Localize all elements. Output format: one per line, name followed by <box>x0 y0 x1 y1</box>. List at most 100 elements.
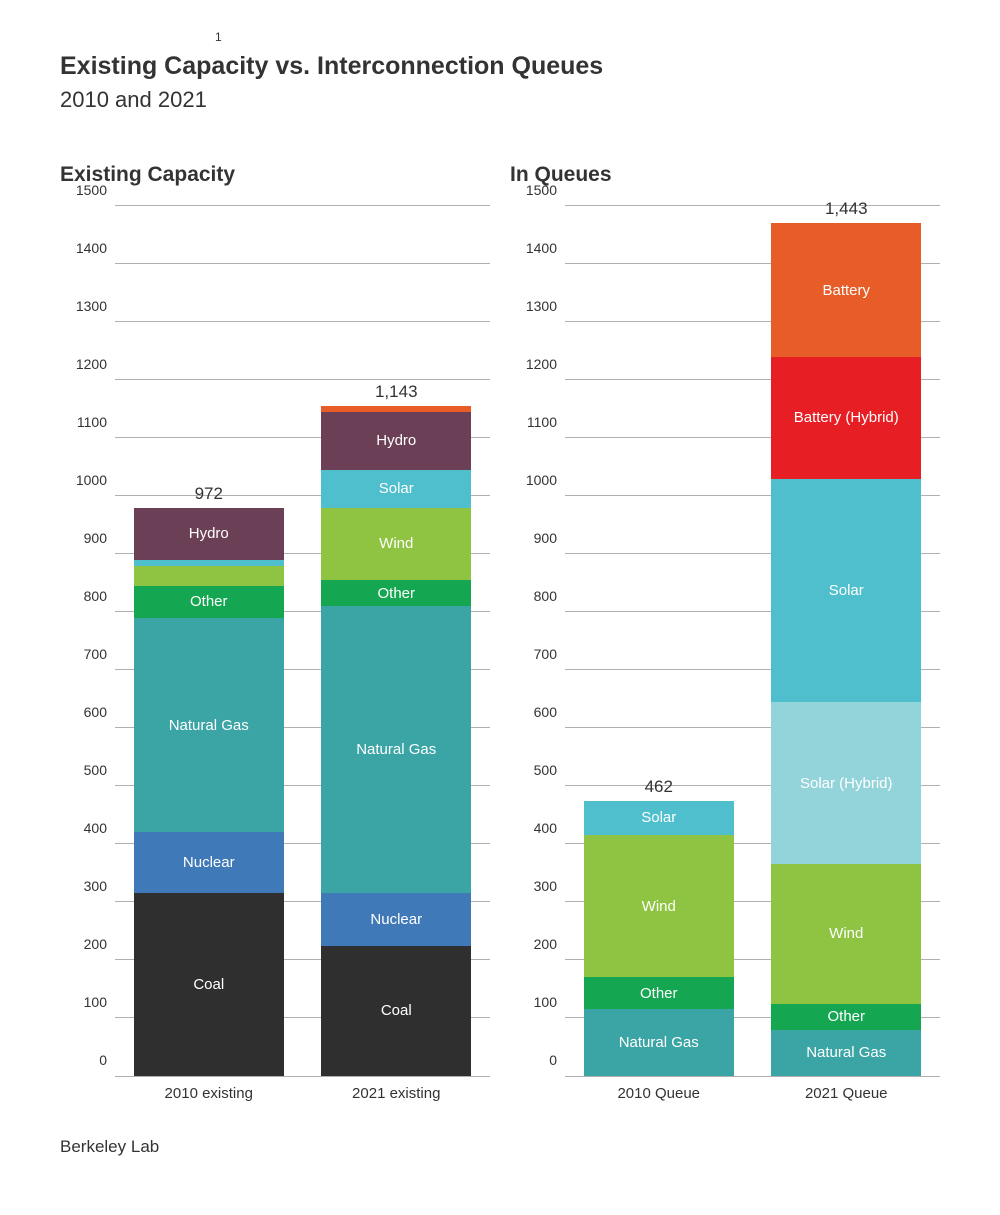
y-tick-label: 800 <box>534 588 565 604</box>
y-tick-label: 900 <box>534 530 565 546</box>
bar-segment: Wind <box>321 508 471 581</box>
y-tick-label: 1000 <box>76 472 115 488</box>
segment-label: Nuclear <box>183 854 235 871</box>
bar-segment: Battery (Hybrid) <box>771 357 921 479</box>
grid-line <box>565 205 940 206</box>
stacked-bar: 972HydroOtherNatural GasNuclearCoal <box>134 508 284 1076</box>
y-tick-label: 1300 <box>76 298 115 314</box>
y-tick-label: 1500 <box>526 182 565 198</box>
chart-column: In Queues 0 100 200 300 400 500 600 700 800 900 100… <box>510 163 940 1102</box>
segment-label: Battery (Hybrid) <box>794 409 899 426</box>
segment-label: Wind <box>829 925 863 942</box>
chart-panel-title: Existing Capacity <box>60 163 490 187</box>
bar-total-label: 1,443 <box>825 199 868 219</box>
stacked-bar: 1,443BatteryBattery (Hybrid)SolarSolar (… <box>771 223 921 1076</box>
bar-segment: Other <box>134 586 284 618</box>
y-tick-label: 800 <box>84 588 115 604</box>
segment-label: Battery <box>822 282 870 299</box>
y-tick-label: 1100 <box>527 414 565 430</box>
y-tick-label: 1400 <box>76 240 115 256</box>
grid-line <box>115 205 490 206</box>
bar-segment: Wind <box>584 835 734 977</box>
y-tick-label: 1500 <box>76 182 115 198</box>
segment-label: Nuclear <box>370 911 422 928</box>
y-tick-label: 200 <box>534 936 565 952</box>
y-tick-label: 300 <box>534 878 565 894</box>
bar-segment: Nuclear <box>134 832 284 893</box>
y-tick-label: 0 <box>549 1052 565 1068</box>
chart-title: Existing Capacity vs. Interconnection Qu… <box>60 52 940 81</box>
bar-segment: Solar <box>584 801 734 836</box>
bar-segment: Solar <box>321 470 471 508</box>
segment-label: Wind <box>379 535 413 552</box>
y-tick-label: 600 <box>534 704 565 720</box>
segment-label: Hydro <box>189 525 229 542</box>
segment-label: Other <box>640 985 678 1002</box>
bar-segment: Hydro <box>321 412 471 470</box>
y-tick-label: 500 <box>84 762 115 778</box>
y-tick-label: 1100 <box>77 414 115 430</box>
y-tick-label: 1300 <box>526 298 565 314</box>
bar-segment: Wind <box>771 864 921 1003</box>
y-tick-label: 500 <box>534 762 565 778</box>
segment-label: Other <box>827 1008 865 1025</box>
bar-segment: Natural Gas <box>134 618 284 833</box>
y-tick-label: 900 <box>84 530 115 546</box>
source-credit: Berkeley Lab <box>60 1137 940 1157</box>
bar-segment: Other <box>584 977 734 1009</box>
y-tick-label: 1400 <box>526 240 565 256</box>
x-tick-label: 2021 Queue <box>771 1085 921 1102</box>
y-tick-label: 1200 <box>526 356 565 372</box>
bar-segment: Coal <box>134 893 284 1076</box>
segment-label: Natural Gas <box>169 717 249 734</box>
bar-total-label: 462 <box>645 777 673 797</box>
y-tick-label: 100 <box>534 994 565 1010</box>
bar-segment: Other <box>321 580 471 606</box>
segment-label: Other <box>190 593 228 610</box>
segment-label: Natural Gas <box>619 1034 699 1051</box>
bar-segment: Hydro <box>134 508 284 560</box>
bar-total-label: 1,143 <box>375 382 418 402</box>
y-tick-label: 300 <box>84 878 115 894</box>
y-tick-label: 0 <box>99 1052 115 1068</box>
y-tick-label: 1200 <box>76 356 115 372</box>
chart-subtitle: 2010 and 2021 <box>60 87 940 113</box>
x-tick-label: 2010 Queue <box>584 1085 734 1102</box>
x-tick-label: 2021 existing <box>321 1085 471 1102</box>
segment-label: Natural Gas <box>356 741 436 758</box>
bar-segment: Battery <box>771 223 921 356</box>
y-tick-label: 200 <box>84 936 115 952</box>
segment-label: Wind <box>642 898 676 915</box>
stacked-bar: 1,143HydroSolarWindOtherNatural GasNucle… <box>321 406 471 1076</box>
segment-label: Natural Gas <box>806 1044 886 1061</box>
bar-total-label: 972 <box>195 484 223 504</box>
bar-segment: Natural Gas <box>771 1030 921 1076</box>
bar-segment <box>134 566 284 586</box>
bar-segment: Coal <box>321 946 471 1077</box>
stacked-bar: 462SolarWindOtherNatural Gas <box>584 801 734 1077</box>
charts-row: Existing Capacity 0 100 200 300 400 500 600 700 8… <box>60 163 940 1102</box>
segment-label: Solar (Hybrid) <box>800 775 893 792</box>
y-tick-label: 1000 <box>526 472 565 488</box>
bar-segment: Natural Gas <box>321 606 471 893</box>
y-tick-label: 700 <box>84 646 115 662</box>
bar-segment: Solar (Hybrid) <box>771 702 921 864</box>
y-tick-label: 700 <box>534 646 565 662</box>
x-tick-label: 2010 existing <box>134 1085 284 1102</box>
bar-segment: Solar <box>771 479 921 702</box>
segment-label: Coal <box>193 976 224 993</box>
y-tick-label: 400 <box>84 820 115 836</box>
segment-label: Hydro <box>376 432 416 449</box>
y-tick-label: 600 <box>84 704 115 720</box>
y-tick-label: 400 <box>534 820 565 836</box>
segment-label: Solar <box>641 809 676 826</box>
chart-column: Existing Capacity 0 100 200 300 400 500 600 700 8… <box>60 163 490 1102</box>
chart-panel-title: In Queues <box>510 163 940 187</box>
segment-label: Solar <box>829 582 864 599</box>
segment-label: Coal <box>381 1002 412 1019</box>
page-number: 1 <box>215 30 940 44</box>
y-tick-label: 100 <box>84 994 115 1010</box>
bar-segment: Natural Gas <box>584 1009 734 1076</box>
segment-label: Other <box>377 585 415 602</box>
segment-label: Solar <box>379 480 414 497</box>
